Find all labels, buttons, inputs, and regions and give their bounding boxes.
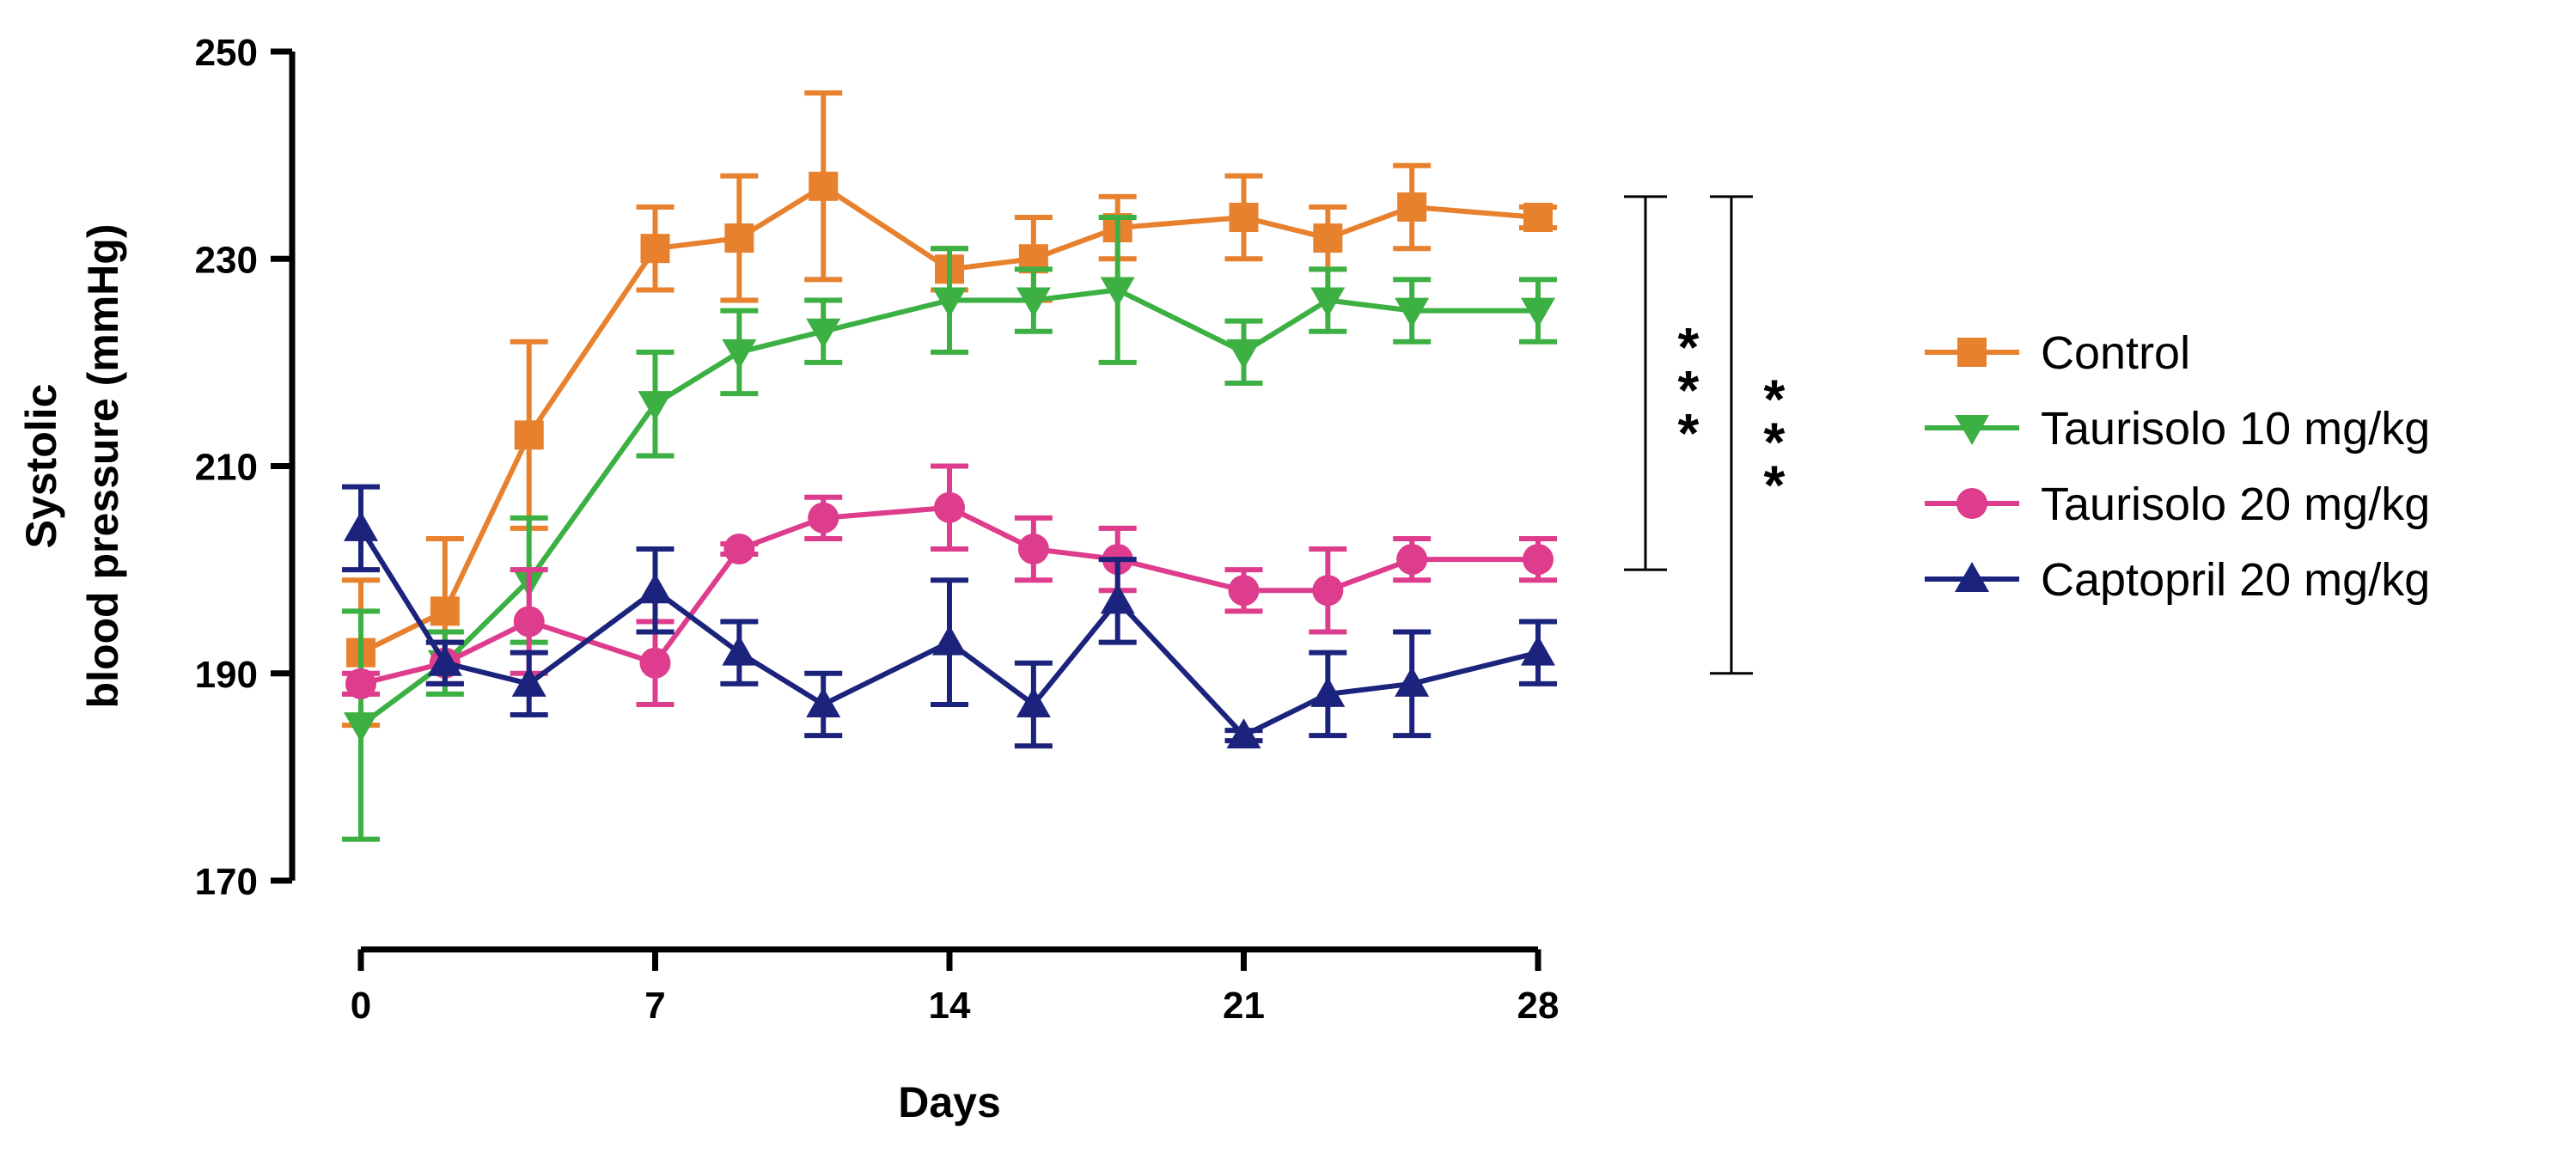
x-tick-label: 21 [1223,985,1265,1027]
x-tick-label: 14 [929,985,971,1027]
significance-star: * [1678,402,1700,464]
data-point [1310,287,1346,318]
y-tick-label: 210 [195,447,258,489]
data-point [640,234,670,264]
data-point [1523,203,1553,232]
data-point [934,491,965,523]
y-tick-label: 190 [195,654,258,696]
data-point [430,596,460,626]
data-point [809,171,839,201]
data-point [1100,583,1135,614]
data-point [1521,635,1555,666]
data-point [723,534,755,564]
data-point [344,510,378,541]
data-point [1313,223,1343,253]
significance-star: * [1678,316,1700,378]
data-point [932,287,967,318]
data-point [639,647,671,679]
legend-entry-0: Control [1925,327,2190,379]
data-point [1955,415,1989,445]
data-point [1016,287,1051,318]
data-point [344,712,378,743]
series-3 [342,484,1557,749]
legend-entry-3: Captopril 20 mg/kg [1925,554,2430,606]
significance-star: * [1764,454,1785,515]
x-tick-label: 7 [644,985,665,1027]
data-point [722,635,757,666]
data-point [638,573,673,604]
y-tick-label: 170 [195,861,258,903]
data-point [511,666,546,697]
data-point [1016,686,1051,717]
data-point [1017,534,1049,564]
y-tick-label: 250 [195,32,258,74]
data-point [1310,676,1346,707]
data-point [1397,192,1427,222]
data-point [808,502,839,534]
data-point [1228,575,1260,607]
data-point [1226,718,1261,749]
legend-entry-1: Taurisolo 10 mg/kg [1925,403,2430,454]
legend-label: Control [2041,327,2190,379]
legend-label: Captopril 20 mg/kg [2041,554,2430,606]
data-point [722,339,757,369]
legend-entry-2: Taurisolo 20 mg/kg [1925,479,2430,530]
legend-label: Taurisolo 10 mg/kg [2041,403,2430,454]
data-point [806,318,841,349]
data-point [1523,544,1554,576]
data-point [427,645,462,676]
y-tick-label: 230 [195,239,258,281]
x-tick-label: 28 [1517,985,1560,1027]
data-point [1956,488,1987,519]
data-point [1226,339,1261,369]
data-point [1521,297,1555,328]
data-point [1395,297,1430,328]
data-point [1100,277,1135,308]
y-axis-title-line: blood pressure (mmHg) [79,224,127,709]
x-tick-label: 0 [351,985,371,1027]
data-point [1396,544,1428,576]
data-point [1395,666,1430,697]
data-point [806,686,841,717]
y-axis-title-line: Systolic [17,384,65,549]
data-point [514,420,544,450]
data-point [932,625,967,656]
significance-star: * [1764,368,1785,430]
significance-star: * [1678,359,1700,421]
data-point [724,223,754,253]
significance-star: * [1764,411,1785,473]
data-point [1957,338,1987,367]
data-point [1955,562,1989,592]
data-point [513,606,545,637]
x-axis-title: Days [898,1078,1001,1126]
data-point [345,668,376,699]
legend-label: Taurisolo 20 mg/kg [2041,479,2430,530]
data-point [638,391,673,422]
series-1 [342,215,1557,842]
data-point [1312,575,1344,607]
data-point [1229,203,1259,232]
